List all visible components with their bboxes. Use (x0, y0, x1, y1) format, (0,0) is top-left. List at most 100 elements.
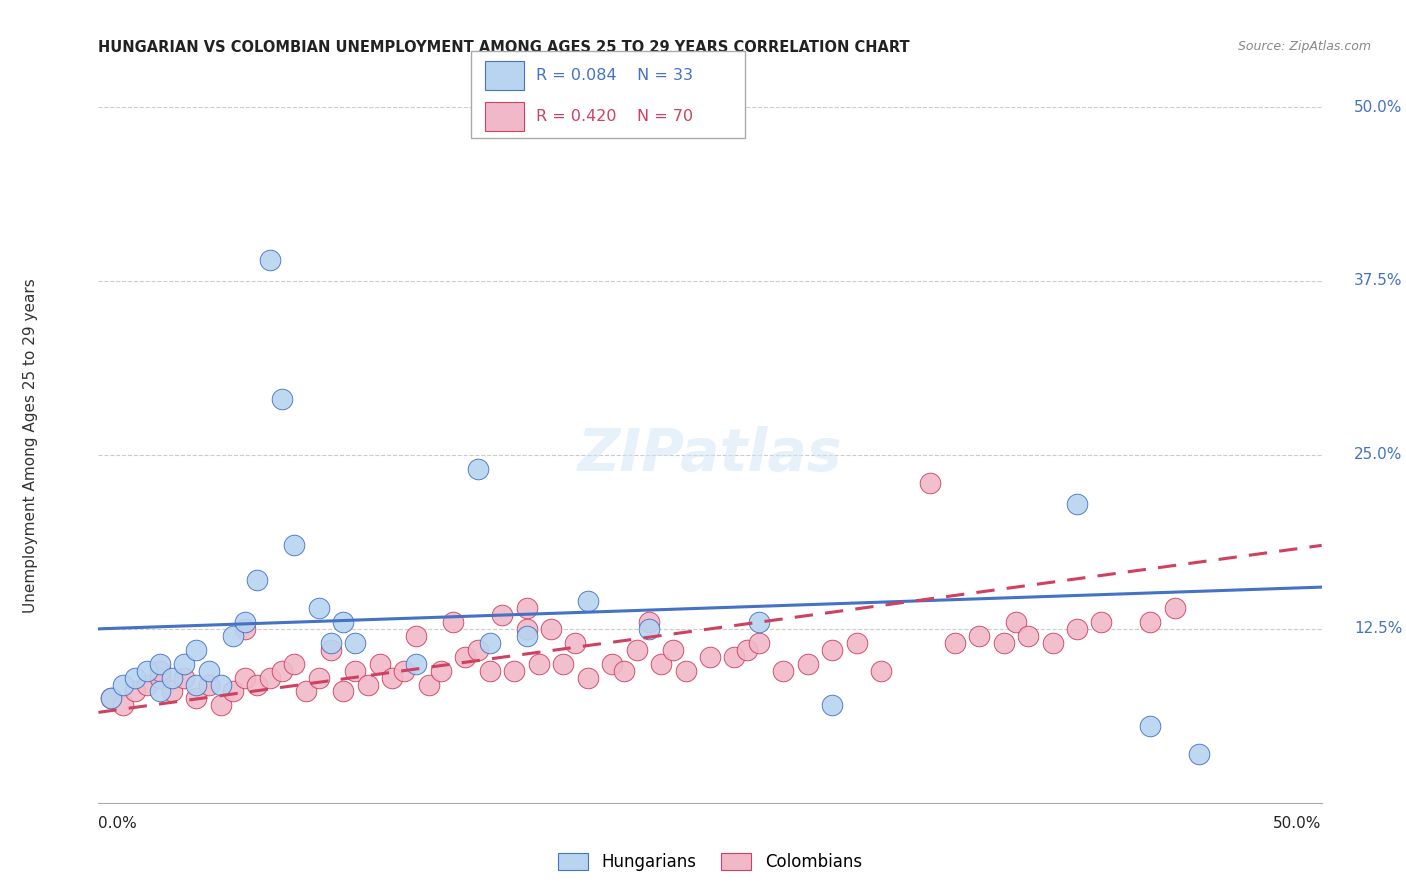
Point (430, 664, 453, 678)
Point (576, 671, 599, 685)
Point (259, 253, 281, 268)
Text: Unemployment Among Ages 25 to 29 years: Unemployment Among Ages 25 to 29 years (24, 278, 38, 614)
Point (564, 636, 586, 650)
Point (637, 622, 661, 636)
Point (600, 657, 623, 671)
Point (332, 684, 354, 698)
Point (149, 664, 172, 678)
Point (1164, 601, 1187, 615)
Point (283, 657, 305, 671)
Point (1090, 615, 1112, 629)
Point (503, 664, 526, 678)
Point (283, 538, 305, 552)
Point (381, 671, 404, 685)
Point (870, 664, 893, 678)
Point (515, 629, 537, 643)
Point (637, 615, 661, 629)
Point (124, 671, 146, 685)
Point (662, 642, 685, 657)
Point (1066, 497, 1088, 511)
Point (186, 691, 208, 706)
Point (748, 615, 770, 629)
Point (111, 698, 134, 713)
Point (308, 671, 330, 685)
Point (270, 664, 294, 678)
Point (149, 671, 172, 685)
Point (1139, 615, 1161, 629)
Point (821, 698, 844, 713)
Point (173, 657, 195, 671)
Point (356, 677, 378, 691)
Point (136, 677, 159, 691)
Point (478, 664, 501, 678)
Point (527, 657, 550, 671)
Point (515, 601, 537, 615)
Point (246, 677, 269, 691)
Point (418, 677, 440, 691)
Point (821, 642, 844, 657)
Point (920, 475, 942, 490)
Point (1188, 747, 1211, 761)
Point (124, 684, 146, 698)
Point (797, 657, 820, 671)
Point (478, 636, 501, 650)
Point (295, 684, 318, 698)
Point (332, 615, 354, 629)
Point (246, 573, 269, 587)
Point (233, 615, 256, 629)
Point (735, 642, 758, 657)
Point (344, 664, 367, 678)
Text: 50.0%: 50.0% (1274, 816, 1322, 831)
Point (319, 642, 342, 657)
Point (149, 684, 172, 698)
Point (319, 636, 342, 650)
Legend: Hungarians, Colombians: Hungarians, Colombians (551, 847, 869, 878)
Text: ZIPatlas: ZIPatlas (578, 426, 842, 483)
Point (467, 642, 489, 657)
Point (491, 607, 513, 622)
Point (441, 615, 464, 629)
Point (197, 664, 219, 678)
Point (308, 601, 330, 615)
Point (1066, 622, 1088, 636)
Point (100, 691, 122, 706)
Text: HUNGARIAN VS COLOMBIAN UNEMPLOYMENT AMONG AGES 25 TO 29 YEARS CORRELATION CHART: HUNGARIAN VS COLOMBIAN UNEMPLOYMENT AMON… (98, 40, 910, 55)
Point (723, 649, 745, 664)
Point (467, 462, 489, 476)
Point (405, 657, 427, 671)
Point (160, 671, 183, 685)
Point (222, 684, 245, 698)
Point (186, 642, 208, 657)
Text: R = 0.084    N = 33: R = 0.084 N = 33 (536, 68, 693, 83)
Point (613, 664, 636, 678)
Point (540, 622, 562, 636)
Point (626, 642, 648, 657)
Point (209, 677, 232, 691)
Text: 37.5%: 37.5% (1354, 274, 1402, 288)
Point (650, 657, 672, 671)
Point (675, 664, 697, 678)
Text: 12.5%: 12.5% (1354, 622, 1402, 636)
Point (197, 677, 219, 691)
Point (515, 622, 537, 636)
Point (222, 629, 245, 643)
Point (344, 636, 367, 650)
Point (111, 677, 134, 691)
Point (149, 657, 172, 671)
Point (173, 671, 195, 685)
Point (553, 657, 575, 671)
Text: 0.0%: 0.0% (98, 816, 138, 831)
Point (943, 636, 966, 650)
Point (748, 636, 770, 650)
Text: 50.0%: 50.0% (1354, 100, 1402, 114)
Point (454, 649, 477, 664)
Text: R = 0.420    N = 70: R = 0.420 N = 70 (536, 109, 693, 124)
Point (136, 664, 159, 678)
Point (405, 629, 427, 643)
Point (270, 392, 294, 407)
Point (368, 657, 391, 671)
Point (259, 671, 281, 685)
Text: 25.0%: 25.0% (1354, 448, 1402, 462)
Point (100, 691, 122, 706)
Point (160, 684, 183, 698)
